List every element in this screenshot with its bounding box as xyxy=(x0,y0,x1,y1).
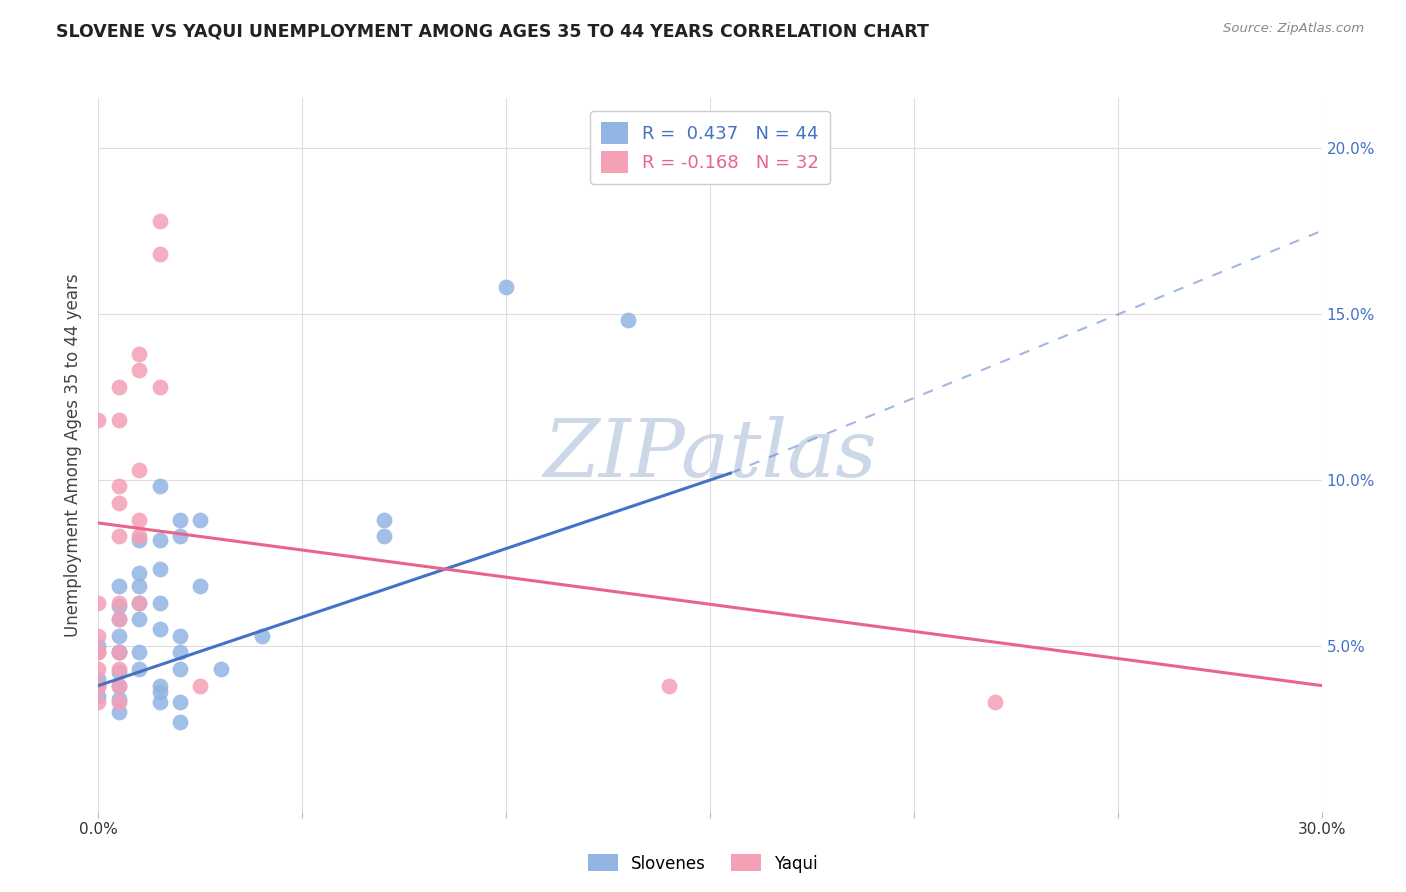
Point xyxy=(108,380,131,394)
Point xyxy=(87,645,110,659)
Point xyxy=(108,496,131,510)
Point xyxy=(128,596,150,610)
Point xyxy=(87,679,110,693)
Point xyxy=(87,662,110,676)
Point xyxy=(128,645,150,659)
Point xyxy=(169,629,191,643)
Text: SLOVENE VS YAQUI UNEMPLOYMENT AMONG AGES 35 TO 44 YEARS CORRELATION CHART: SLOVENE VS YAQUI UNEMPLOYMENT AMONG AGES… xyxy=(56,22,929,40)
Point xyxy=(617,313,640,327)
Point xyxy=(108,596,131,610)
Point xyxy=(108,679,131,693)
Point xyxy=(149,562,172,576)
Point xyxy=(658,679,681,693)
Point xyxy=(87,672,110,686)
Point xyxy=(373,513,395,527)
Point xyxy=(128,579,150,593)
Point xyxy=(128,596,150,610)
Point xyxy=(87,689,110,703)
Point xyxy=(128,529,150,543)
Point xyxy=(87,413,110,427)
Point xyxy=(108,691,131,706)
Point xyxy=(128,363,150,377)
Point xyxy=(108,695,131,709)
Point xyxy=(149,247,172,261)
Point xyxy=(108,662,131,676)
Legend: Slovenes, Yaqui: Slovenes, Yaqui xyxy=(581,847,825,880)
Point xyxy=(87,695,110,709)
Point xyxy=(169,662,191,676)
Point xyxy=(128,463,150,477)
Point xyxy=(108,413,131,427)
Point xyxy=(149,380,172,394)
Point xyxy=(108,529,131,543)
Point xyxy=(169,513,191,527)
Point xyxy=(250,629,273,643)
Point xyxy=(87,679,110,693)
Point xyxy=(149,479,172,493)
Point xyxy=(108,479,131,493)
Point xyxy=(87,679,110,693)
Point xyxy=(169,529,191,543)
Point xyxy=(169,645,191,659)
Text: ZIPatlas: ZIPatlas xyxy=(543,417,877,493)
Point xyxy=(149,695,172,709)
Point xyxy=(87,639,110,653)
Point xyxy=(188,513,212,527)
Point xyxy=(149,622,172,636)
Point xyxy=(128,566,150,580)
Y-axis label: Unemployment Among Ages 35 to 44 years: Unemployment Among Ages 35 to 44 years xyxy=(65,273,83,637)
Point xyxy=(188,679,212,693)
Point xyxy=(108,612,131,626)
Point xyxy=(108,612,131,626)
Point xyxy=(128,513,150,527)
Point xyxy=(373,529,395,543)
Legend: R =  0.437   N = 44, R = -0.168   N = 32: R = 0.437 N = 44, R = -0.168 N = 32 xyxy=(591,111,830,184)
Point xyxy=(108,629,131,643)
Point xyxy=(108,599,131,613)
Point xyxy=(169,715,191,730)
Point xyxy=(108,679,131,693)
Point xyxy=(108,705,131,719)
Point xyxy=(128,347,150,361)
Text: Source: ZipAtlas.com: Source: ZipAtlas.com xyxy=(1223,22,1364,36)
Point xyxy=(87,629,110,643)
Point xyxy=(128,662,150,676)
Point xyxy=(128,612,150,626)
Point xyxy=(169,695,191,709)
Point xyxy=(128,533,150,547)
Point xyxy=(108,645,131,659)
Point xyxy=(149,679,172,693)
Point xyxy=(87,645,110,659)
Point xyxy=(149,596,172,610)
Point xyxy=(495,280,517,294)
Point xyxy=(108,645,131,659)
Point xyxy=(108,645,131,659)
Point xyxy=(188,579,212,593)
Point xyxy=(149,533,172,547)
Point xyxy=(87,596,110,610)
Point xyxy=(149,685,172,699)
Point xyxy=(209,662,232,676)
Point xyxy=(984,695,1007,709)
Point xyxy=(108,579,131,593)
Point xyxy=(108,665,131,680)
Point xyxy=(149,214,172,228)
